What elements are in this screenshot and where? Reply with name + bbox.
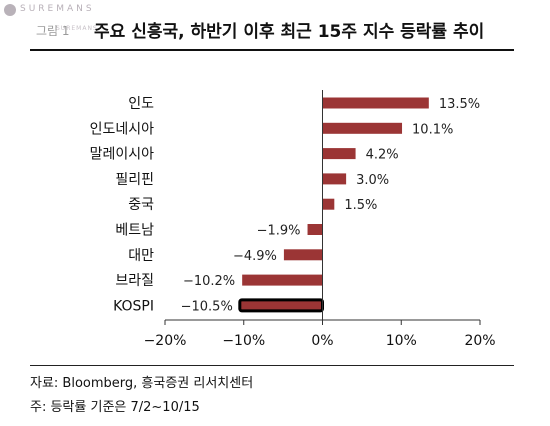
footer-rule [30,365,514,366]
x-tick-label: −10% [222,333,265,349]
value-label: −10.5% [181,299,233,314]
footer: 자료: Bloomberg, 흥국증권 리서치센터 주: 등락률 기준은 7/2… [30,372,253,420]
value-label: 13.5% [439,97,480,112]
value-label: 1.5% [344,198,377,213]
value-labels: 13.5% 10.1% 4.2% 3.0% 1.5% −1.9% −4.9% −10.2% −1… [181,97,481,314]
category-label: 인도네시아 [90,121,155,137]
category-label: KOSPI [113,298,154,314]
bar [242,274,323,286]
x-tick-label: 20% [464,333,495,349]
value-label: −10.2% [183,274,235,289]
value-label: −1.9% [257,224,301,239]
value-label: −4.9% [233,249,277,264]
x-tick-label: 0% [311,333,333,349]
value-label: 3.0% [356,173,389,188]
category-label: 인도 [128,96,154,112]
bar [307,224,323,235]
source-note: 자료: Bloomberg, 흥국증권 리서치센터 [30,376,254,391]
bar-highlight [238,298,324,313]
title-rule [30,49,514,51]
figure-label: 그림 1 [36,24,70,38]
bar [322,97,429,109]
header: SUREMANS SUREMANS 그림 1 주요 신흥국, 하반기 이후 최근… [0,0,550,50]
watermark-text: SUREMANS [20,4,95,14]
chart-title: 주요 신흥국, 하반기 이후 최근 15주 지수 등락률 추이 [94,22,485,42]
bar [322,148,356,160]
bar [322,198,335,210]
bar [322,173,347,185]
x-tick-label: 10% [386,333,417,349]
value-label: 10.1% [412,122,453,137]
category-label: 필리핀 [115,172,154,188]
category-label: 베트남 [115,223,154,239]
footnote: 주: 등락률 기준은 7/2~10/15 [30,400,200,415]
category-label: 대만 [128,248,154,264]
bar [283,249,323,261]
watermark-subtext: SUREMANS [56,25,98,32]
bars-group [238,97,429,313]
x-axis: −20% −10% 0% 10% 20% [144,90,496,349]
bar [322,122,403,134]
category-label: 중국 [128,197,154,213]
watermark-logo-icon [4,4,16,16]
x-tick-label: −20% [144,333,187,349]
category-label: 말레이시아 [90,147,155,163]
value-label: 4.2% [366,148,399,163]
category-label: 브라질 [115,273,154,289]
